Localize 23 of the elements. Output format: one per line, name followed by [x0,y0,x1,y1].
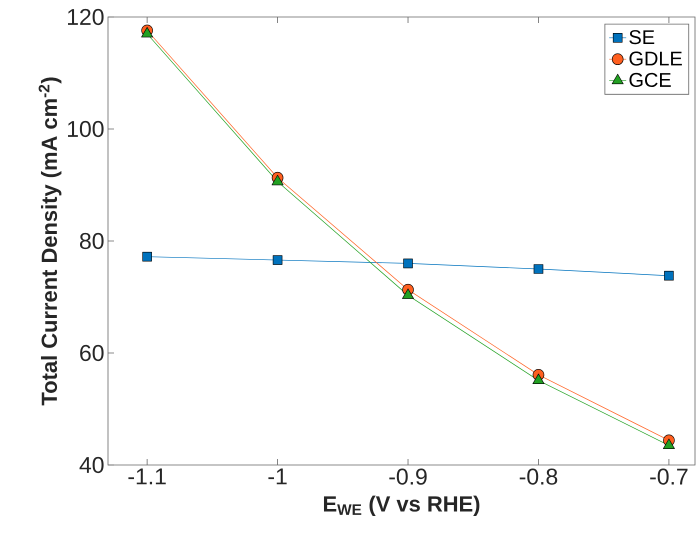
y-axis-title: Total Current Density (mA cm$^{-2}$) [38,78,62,406]
y-tick-label: 120 [68,8,104,26]
x-tick-label: -1 [268,468,287,484]
x-axis-title: E$_{WE}$ (V vs RHE) [324,496,480,516]
point [534,264,544,274]
legend-label: GCE [629,72,671,87]
point [142,252,152,262]
point [664,270,674,281]
y-tick-label: 80 [80,232,104,250]
point [272,174,284,186]
x-tick-label: -0.9 [389,468,427,485]
y-tick-label: 40 [80,456,104,474]
x-tick-label: -0.8 [520,468,558,485]
point [272,255,282,265]
legend-label: GDLE [629,52,682,66]
x-tick-label: -1.1 [128,468,166,484]
point [403,258,413,268]
y-tick-label: 60 [80,344,104,362]
point [141,27,154,38]
x-tick-label: -0.7 [650,468,688,485]
y-tick-label: 100 [68,120,104,138]
legend-label: SE [629,30,654,44]
point [402,288,414,299]
